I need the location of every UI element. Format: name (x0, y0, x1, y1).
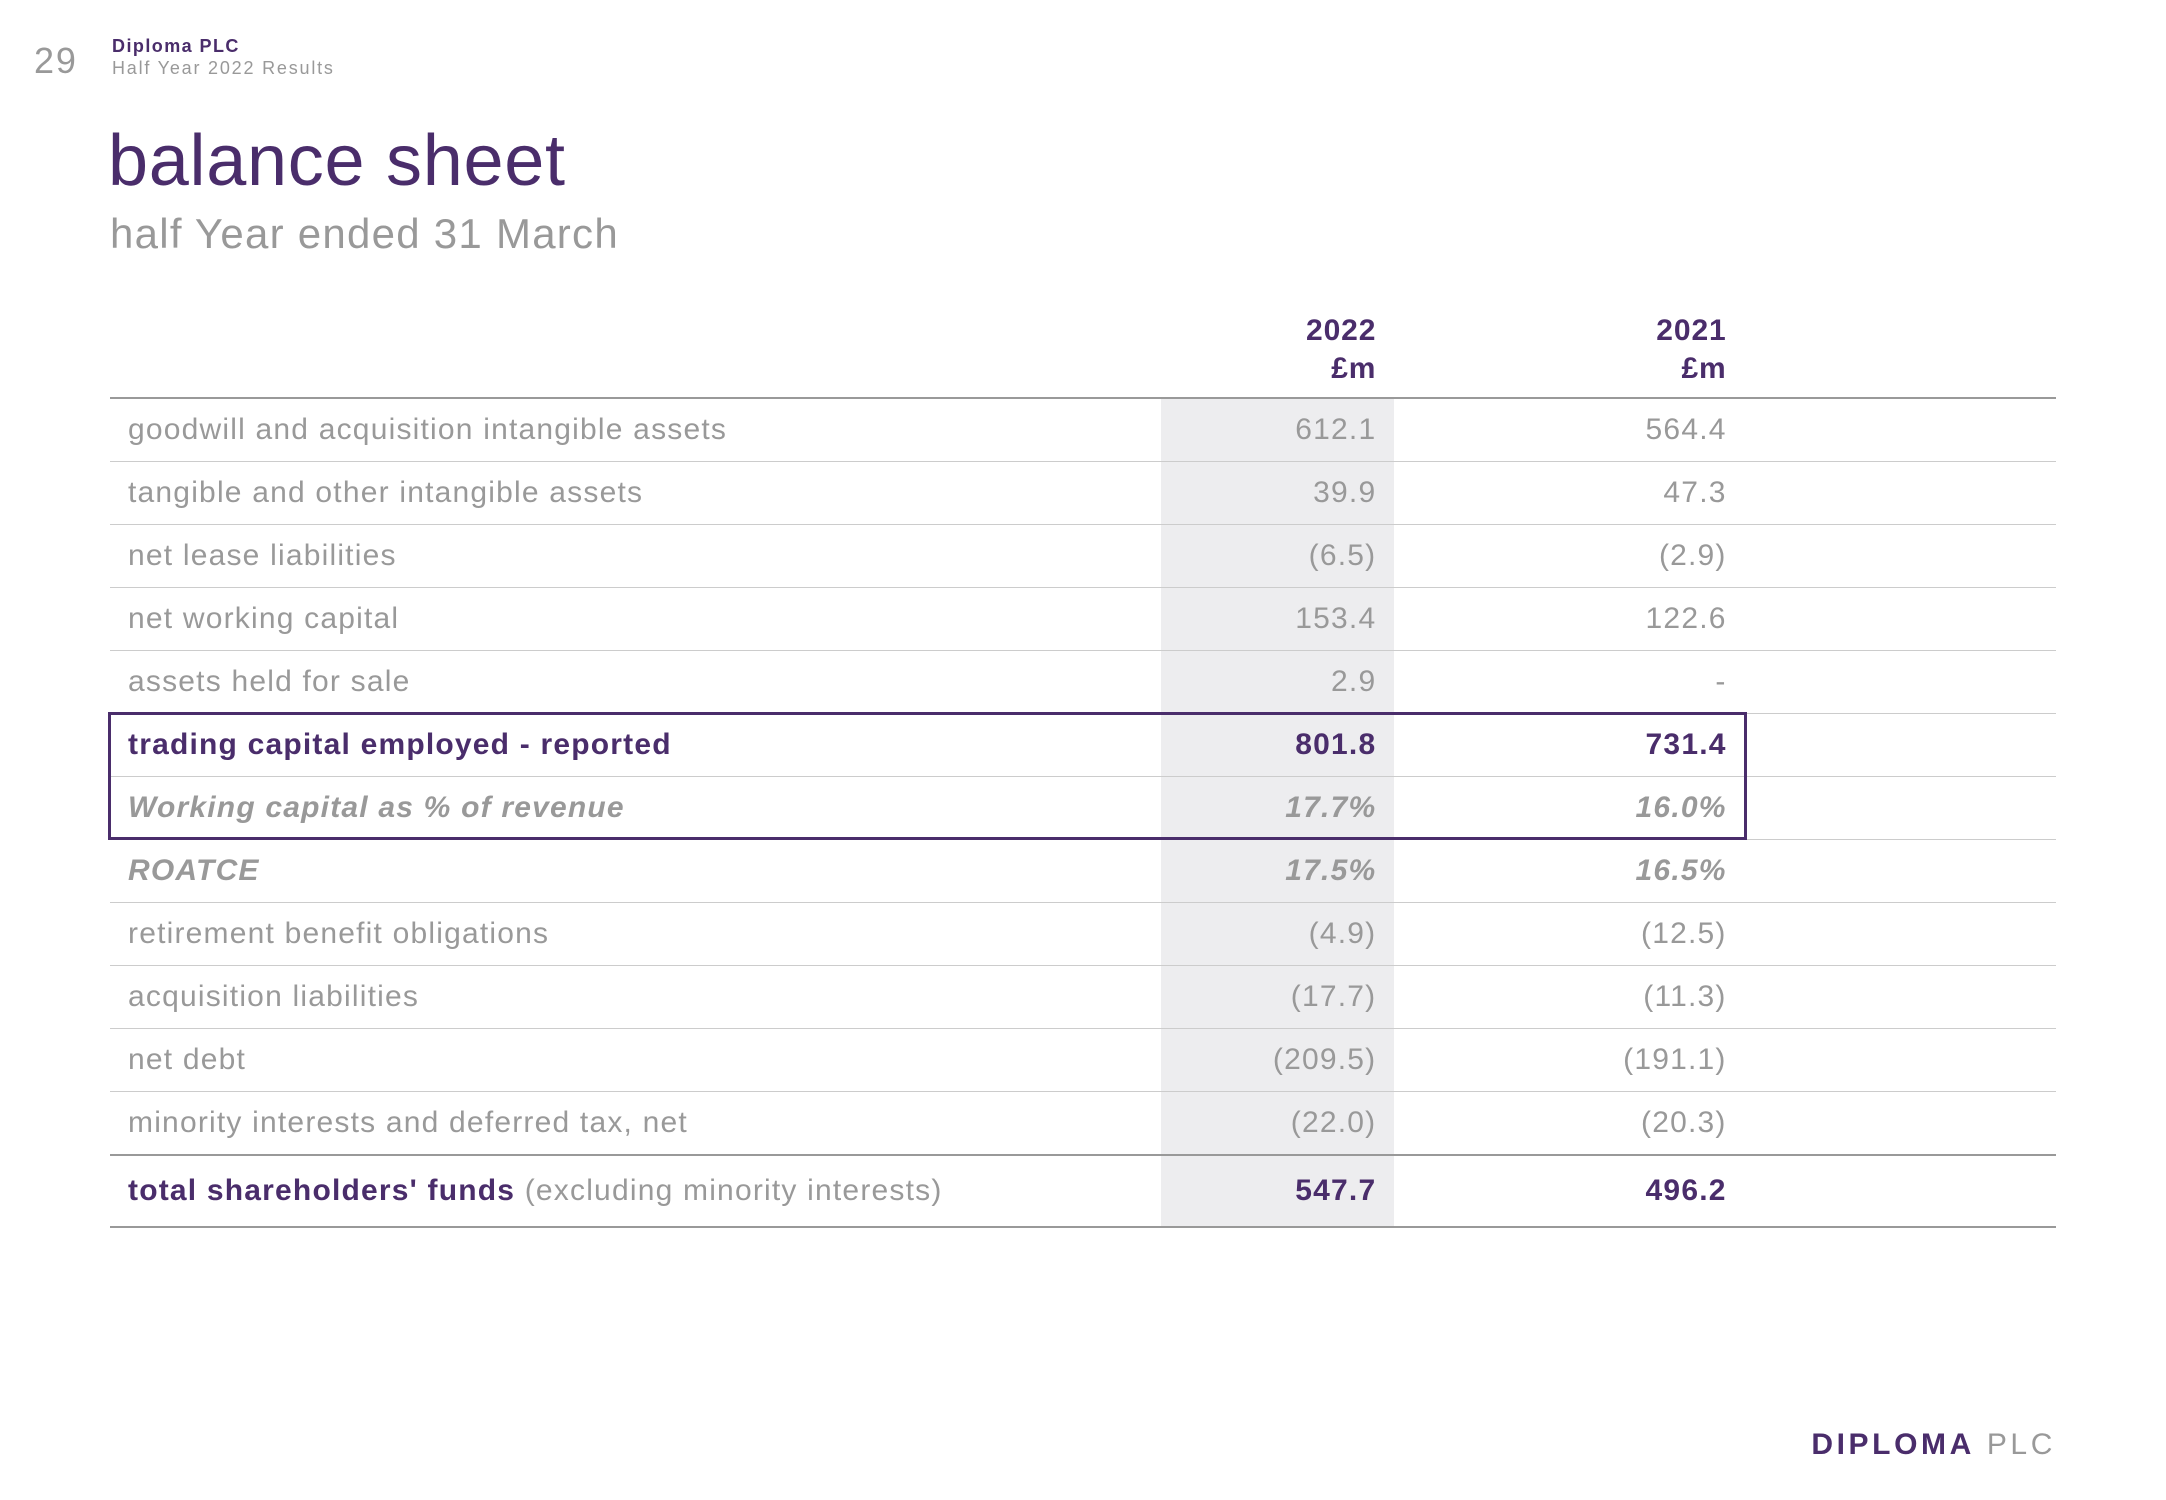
table-row: net lease liabilities(6.5) (2.9) (110, 525, 2056, 588)
row-prior: 16.5% (1511, 840, 1745, 903)
row-end (1745, 714, 2056, 777)
header-end (1745, 300, 2056, 398)
header-prior-unit: £m (1681, 352, 1726, 385)
row-spacer (1394, 398, 1511, 462)
page-subtitle: half Year ended 31 March (110, 210, 619, 258)
row-prior: (12.5) (1511, 903, 1745, 966)
row-prior: 16.0% (1511, 777, 1745, 840)
table-header-row: 2022 £m 2021 £m (110, 300, 2056, 398)
row-spacer (1394, 651, 1511, 714)
header-spacer (1394, 300, 1511, 398)
page-number: 29 (34, 40, 78, 82)
row-label: tangible and other intangible assets (110, 462, 1161, 525)
row-spacer (1394, 525, 1511, 588)
header-prior-year: 2021 (1656, 314, 1726, 347)
row-end (1745, 903, 2056, 966)
row-end (1745, 840, 2056, 903)
table-row: retirement benefit obligations(4.9) (12.5… (110, 903, 2056, 966)
total-end (1745, 1155, 2056, 1227)
total-row: total shareholders' funds (excluding min… (110, 1155, 2056, 1227)
row-label: Working capital as % of revenue (110, 777, 1161, 840)
row-prior: 47.3 (1511, 462, 1745, 525)
footer-logo: DIPLOMA PLC (1811, 1428, 2056, 1462)
row-end (1745, 651, 2056, 714)
row-label: ROATCE (110, 840, 1161, 903)
row-end (1745, 1029, 2056, 1092)
header-blank (110, 300, 1161, 398)
row-spacer (1394, 462, 1511, 525)
row-current: 17.5% (1161, 840, 1395, 903)
row-current: 17.7% (1161, 777, 1395, 840)
row-prior: 564.4 (1511, 398, 1745, 462)
row-current: 2.9 (1161, 651, 1395, 714)
row-end (1745, 1092, 2056, 1156)
total-prior: 496.2 (1511, 1155, 1745, 1227)
header-subtitle: Half Year 2022 Results (112, 58, 335, 79)
footer-brand: DIPLOMA (1811, 1428, 1975, 1461)
row-prior: - (1511, 651, 1745, 714)
table-row: tangible and other intangible assets39.9… (110, 462, 2056, 525)
row-current: 612.1 (1161, 398, 1395, 462)
balance-sheet-table-wrapper: 2022 £m 2021 £m goodwill and acquisition… (110, 300, 2056, 1228)
row-spacer (1394, 714, 1511, 777)
row-prior: (2.9) (1511, 525, 1745, 588)
row-label: net debt (110, 1029, 1161, 1092)
row-label: minority interests and deferred tax, net (110, 1092, 1161, 1156)
row-end (1745, 525, 2056, 588)
header-current-year: 2022 (1306, 314, 1376, 347)
row-current: 153.4 (1161, 588, 1395, 651)
row-current: 801.8 (1161, 714, 1395, 777)
row-current: (4.9) (1161, 903, 1395, 966)
row-spacer (1394, 840, 1511, 903)
table-row: minority interests and deferred tax, net… (110, 1092, 2056, 1156)
row-end (1745, 777, 2056, 840)
table-row: goodwill and acquisition intangible asse… (110, 398, 2056, 462)
row-spacer (1394, 777, 1511, 840)
table-row: assets held for sale2.9 - (110, 651, 2056, 714)
header-company: Diploma PLC (112, 36, 240, 57)
row-current: (209.5) (1161, 1029, 1395, 1092)
header-current-unit: £m (1331, 352, 1376, 385)
row-spacer (1394, 966, 1511, 1029)
table-row: net debt(209.5) (191.1) (110, 1029, 2056, 1092)
header-prior: 2021 £m (1511, 300, 1745, 398)
total-current: 547.7 (1161, 1155, 1395, 1227)
footer-suffix: PLC (1975, 1428, 2056, 1461)
row-prior: (20.3) (1511, 1092, 1745, 1156)
table-row: Working capital as % of revenue17.7% 16.0… (110, 777, 2056, 840)
row-end (1745, 398, 2056, 462)
table-row: trading capital employed - reported801.8… (110, 714, 2056, 777)
row-label: retirement benefit obligations (110, 903, 1161, 966)
row-current: 39.9 (1161, 462, 1395, 525)
row-current: (22.0) (1161, 1092, 1395, 1156)
table-row: ROATCE17.5% 16.5% (110, 840, 2056, 903)
header-current: 2022 £m (1161, 300, 1395, 398)
row-prior: 122.6 (1511, 588, 1745, 651)
row-label: net working capital (110, 588, 1161, 651)
row-end (1745, 966, 2056, 1029)
row-end (1745, 462, 2056, 525)
row-label: assets held for sale (110, 651, 1161, 714)
row-spacer (1394, 1092, 1511, 1156)
row-end (1745, 588, 2056, 651)
table-row: acquisition liabilities(17.7) (11.3) (110, 966, 2056, 1029)
row-prior: (191.1) (1511, 1029, 1745, 1092)
row-prior: 731.4 (1511, 714, 1745, 777)
balance-sheet-table: 2022 £m 2021 £m goodwill and acquisition… (110, 300, 2056, 1228)
row-current: (17.7) (1161, 966, 1395, 1029)
total-spacer (1394, 1155, 1511, 1227)
row-current: (6.5) (1161, 525, 1395, 588)
table-row: net working capital153.4 122.6 (110, 588, 2056, 651)
total-label: total shareholders' funds (excluding min… (110, 1155, 1161, 1227)
row-label: net lease liabilities (110, 525, 1161, 588)
row-label: acquisition liabilities (110, 966, 1161, 1029)
row-spacer (1394, 1029, 1511, 1092)
row-label: trading capital employed - reported (110, 714, 1161, 777)
row-spacer (1394, 903, 1511, 966)
row-spacer (1394, 588, 1511, 651)
row-prior: (11.3) (1511, 966, 1745, 1029)
row-label: goodwill and acquisition intangible asse… (110, 398, 1161, 462)
page-title: balance sheet (108, 120, 566, 202)
